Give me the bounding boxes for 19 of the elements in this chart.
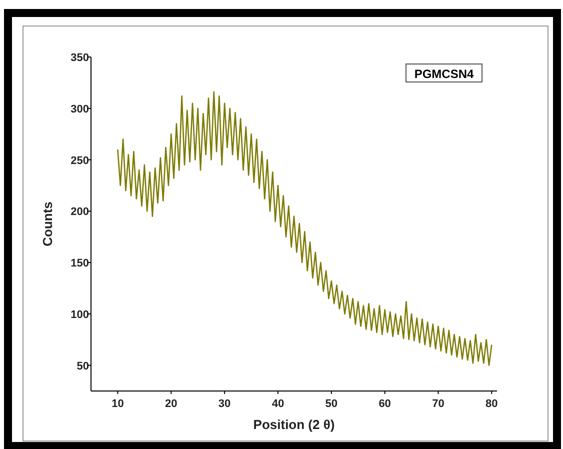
y-tick-label: 100 [70, 308, 89, 321]
x-tick-label: 80 [486, 398, 498, 410]
y-tick-label: 250 [70, 154, 89, 167]
x-axis-title: Position (2 θ) [253, 417, 335, 432]
x-tick-label: 50 [325, 398, 338, 410]
line-series [117, 91, 492, 366]
y-tick-label: 200 [70, 206, 89, 218]
x-tick-label: 20 [165, 398, 178, 410]
y-tick-label: 50 [76, 360, 89, 372]
x-tick-label: 30 [218, 398, 231, 410]
x-tick-label: 60 [378, 398, 391, 410]
x-tick-label: 70 [432, 398, 444, 410]
y-tick-label: 350 [70, 52, 89, 64]
y-axis-title: Counts [40, 202, 55, 246]
y-tick-label: 150 [70, 258, 89, 270]
annotation: PGMCSN4 [414, 67, 474, 81]
x-tick-label: 10 [112, 398, 124, 410]
y-tick-label: 300 [70, 103, 89, 116]
x-tick-label: 40 [272, 398, 284, 410]
